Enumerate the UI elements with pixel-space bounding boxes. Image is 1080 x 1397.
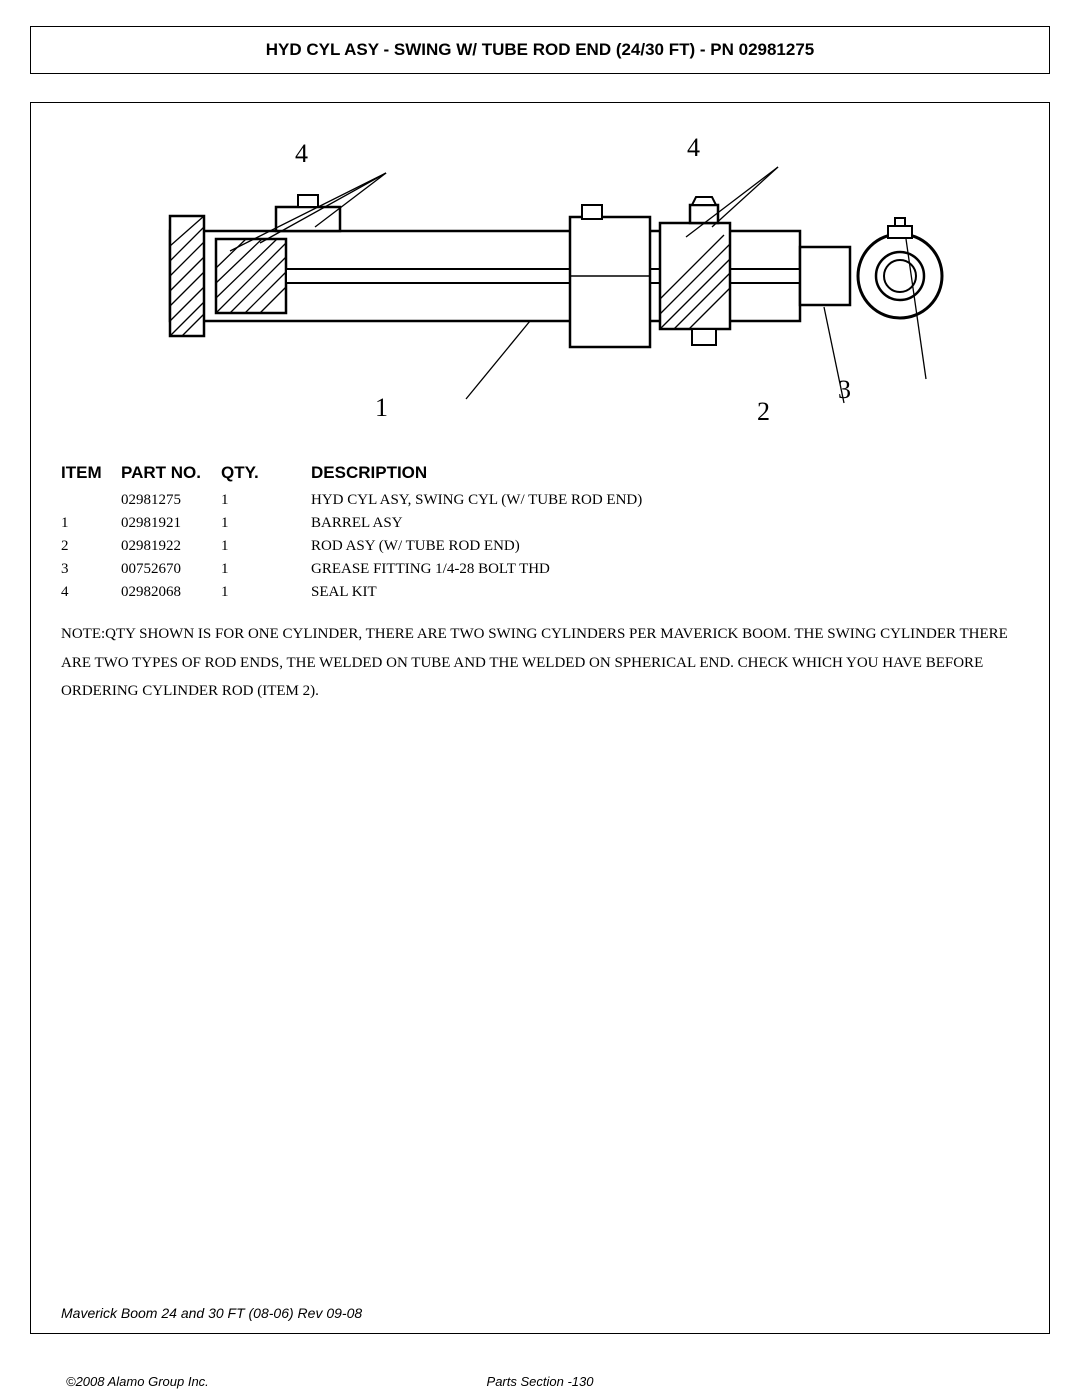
revision-text: Maverick Boom 24 and 30 FT (08-06) Rev 0… xyxy=(61,1305,362,1321)
cell-qty: 1 xyxy=(221,535,311,558)
cell-item: 3 xyxy=(61,558,121,581)
cell-part: 02981922 xyxy=(121,535,221,558)
callout-4a: 4 xyxy=(295,139,308,169)
cell-desc: ROD ASY (W/ TUBE ROD END) xyxy=(311,535,1019,558)
body-frame: 4 4 1 2 3 ITEM PART NO. QTY. DESCRIPTION… xyxy=(30,102,1050,1334)
section-text: Parts Section -130 xyxy=(487,1374,594,1389)
cell-qty: 1 xyxy=(221,558,311,581)
table-row: 3 00752670 1 GREASE FITTING 1/4-28 BOLT … xyxy=(61,558,1019,581)
cell-item xyxy=(61,489,121,512)
title-frame: HYD CYL ASY - SWING W/ TUBE ROD END (24/… xyxy=(30,26,1050,74)
col-header-qty: QTY. xyxy=(221,459,311,489)
callout-4b: 4 xyxy=(687,133,700,163)
page-title: HYD CYL ASY - SWING W/ TUBE ROD END (24/… xyxy=(266,40,815,60)
table-row: 4 02982068 1 SEAL KIT xyxy=(61,581,1019,604)
note-text: NOTE:QTY SHOWN IS FOR ONE CYLINDER, THER… xyxy=(61,620,1019,706)
cylinder-svg xyxy=(130,121,950,431)
col-header-desc: DESCRIPTION xyxy=(311,459,1019,489)
callout-1: 1 xyxy=(375,393,388,423)
table-row: 02981275 1 HYD CYL ASY, SWING CYL (W/ TU… xyxy=(61,489,1019,512)
cell-part: 02981275 xyxy=(121,489,221,512)
cell-desc: BARREL ASY xyxy=(311,512,1019,535)
cell-part: 00752670 xyxy=(121,558,221,581)
cell-part: 02982068 xyxy=(121,581,221,604)
col-header-partno: PART NO. xyxy=(121,459,221,489)
table-row: 1 02981921 1 BARREL ASY xyxy=(61,512,1019,535)
cell-item: 1 xyxy=(61,512,121,535)
copyright-text: ©2008 Alamo Group Inc. xyxy=(66,1374,209,1389)
callout-2: 2 xyxy=(757,397,770,427)
cell-desc: GREASE FITTING 1/4-28 BOLT THD xyxy=(311,558,1019,581)
cell-part: 02981921 xyxy=(121,512,221,535)
parts-table: ITEM PART NO. QTY. DESCRIPTION 02981275 … xyxy=(61,459,1019,604)
table-row: 2 02981922 1 ROD ASY (W/ TUBE ROD END) xyxy=(61,535,1019,558)
callout-3: 3 xyxy=(838,375,851,405)
cell-item: 4 xyxy=(61,581,121,604)
table-header-row: ITEM PART NO. QTY. DESCRIPTION xyxy=(61,459,1019,489)
assembly-diagram: 4 4 1 2 3 xyxy=(61,121,1019,441)
cell-qty: 1 xyxy=(221,581,311,604)
col-header-item: ITEM xyxy=(61,459,121,489)
cell-qty: 1 xyxy=(221,489,311,512)
cell-desc: SEAL KIT xyxy=(311,581,1019,604)
cell-item: 2 xyxy=(61,535,121,558)
cell-qty: 1 xyxy=(221,512,311,535)
cell-desc: HYD CYL ASY, SWING CYL (W/ TUBE ROD END) xyxy=(311,489,1019,512)
